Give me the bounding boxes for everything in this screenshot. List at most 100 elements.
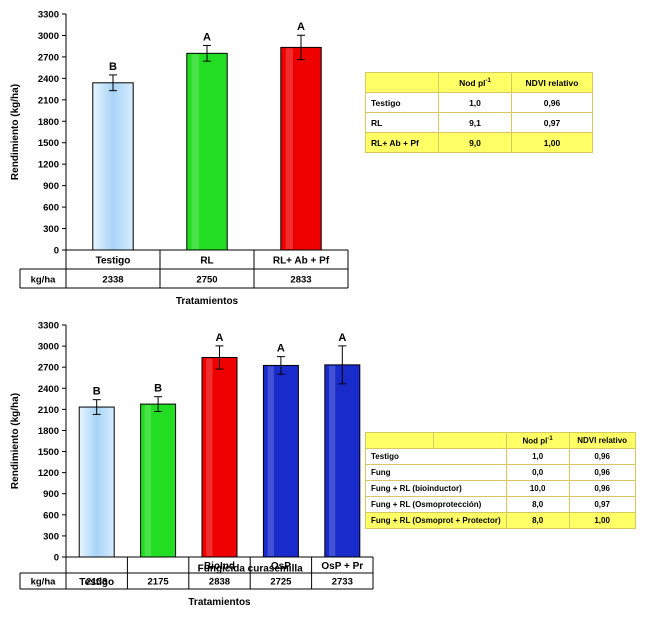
table-header-row: Nod pl-1 NDVI relativo (365, 72, 593, 93)
y-tick-label: 900 (43, 181, 59, 192)
row-value: 2733 (332, 577, 353, 588)
table-header-nod: Nod pl-1 (438, 72, 512, 93)
table-row: Fung 0,0 0,96 (365, 464, 636, 481)
nod-header-sup: -1 (547, 435, 553, 442)
y-tick-label: 1200 (38, 160, 59, 171)
table-header-ndvi: NDVI relativo (511, 72, 593, 93)
x-category-label: Testigo (96, 256, 131, 267)
bar (201, 356, 238, 558)
significance-letter: A (216, 332, 224, 344)
bar-highlight (267, 366, 274, 556)
y-tick-label: 0 (54, 246, 59, 257)
x-category-label: BioInd (204, 561, 235, 572)
row-ndvi: 0,96 (568, 464, 636, 481)
bar (140, 403, 177, 558)
nodulation-table-top: Nod pl-1 NDVI relativo Testigo 1,0 0,96 … (365, 72, 593, 153)
table-header-blank-2 (432, 432, 507, 449)
significance-letter: B (93, 386, 101, 398)
row-ndvi: 1,00 (511, 132, 593, 153)
table-row: Fung + RL (Osmoprotección) 8,0 0,97 (365, 496, 636, 513)
y-tick-label: 3000 (38, 342, 59, 353)
table-row: RL 9,1 0,97 (365, 112, 593, 133)
row-ndvi: 0,97 (568, 496, 636, 513)
table-row: RL+ Ab + Pf 9,0 1,00 (365, 132, 593, 153)
row-ndvi: 0,97 (511, 112, 593, 133)
row-name: Testigo (365, 448, 507, 465)
row-nod: 8,0 (505, 496, 570, 513)
y-tick-label: 3000 (38, 31, 59, 42)
row-name: Fung + RL (Osmoprot + Protector) (365, 512, 507, 529)
row-name: Fung (365, 464, 507, 481)
nod-header-text: Nod pl (522, 436, 548, 446)
table-row: Testigo 1,0 0,96 (365, 92, 593, 113)
row-nod: 9,1 (438, 112, 512, 133)
row-ndvi: 0,96 (511, 92, 593, 113)
y-tick-label: 2400 (38, 74, 59, 85)
row-name: Fung + RL (bioinductor) (365, 480, 507, 497)
row-ndvi: 0,96 (568, 480, 636, 497)
nod-header-text: Nod pl (459, 77, 486, 88)
y-tick-label: 1800 (38, 117, 59, 128)
bar (186, 52, 228, 251)
y-tick-label: 2100 (38, 95, 59, 106)
row-value: 2175 (148, 577, 170, 588)
x-axis-title: Tratamientos (176, 296, 239, 307)
y-tick-label: 1500 (38, 138, 59, 149)
y-tick-label: 0 (54, 553, 59, 564)
bar (78, 406, 115, 558)
significance-letter: A (203, 31, 211, 43)
row-name: RL (365, 112, 439, 133)
row-value: 2725 (270, 577, 292, 588)
nod-header-sup: -1 (485, 77, 491, 84)
table-header-blank (365, 432, 434, 449)
bar-highlight (285, 48, 293, 249)
row-nod: 1,0 (505, 448, 570, 465)
y-tick-label: 2700 (38, 52, 59, 63)
y-tick-label: 3300 (38, 321, 59, 332)
y-tick-label: 900 (43, 489, 59, 500)
x-category-label: OsP + Pr (321, 561, 363, 572)
bar (262, 364, 299, 558)
row-value: 2750 (196, 275, 217, 286)
row-value: 2338 (102, 275, 123, 286)
significance-letter: B (154, 383, 162, 395)
bar-highlight (144, 405, 152, 556)
row-header-label: kg/ha (31, 577, 57, 588)
y-tick-label: 3300 (38, 10, 59, 21)
y-tick-label: 2100 (38, 405, 59, 416)
y-tick-label: 1800 (38, 426, 59, 437)
row-ndvi: 0,96 (568, 448, 636, 465)
row-nod: 9,0 (438, 132, 512, 153)
row-name: Testigo (365, 92, 439, 113)
table-header-nod: Nod pl-1 (505, 432, 570, 449)
bar (324, 364, 361, 558)
row-ndvi: 1,00 (568, 512, 636, 529)
y-tick-label: 600 (43, 203, 59, 214)
row-value: 2838 (209, 577, 230, 588)
row-value: 2833 (290, 275, 311, 286)
significance-letter: A (338, 332, 346, 344)
nodulation-table-bottom: Nod pl-1 NDVI relativo Testigo 1,0 0,96 … (365, 432, 636, 529)
table-row: Fung + RL (Osmoprot + Protector) 8,0 1,0… (365, 512, 636, 529)
row-name: Fung + RL (Osmoprotección) (365, 496, 507, 513)
table-header-ndvi: NDVI relativo (568, 432, 636, 449)
y-axis-title: Rendimiento (kg/ha) (10, 393, 21, 489)
group-label: Fungicida curasemilla (198, 563, 303, 574)
y-tick-label: 1200 (38, 468, 59, 479)
y-tick-label: 1500 (38, 447, 59, 458)
row-nod: 1,0 (438, 92, 512, 113)
significance-letter: A (297, 21, 305, 33)
chart-top: 0 300 600 900 1200 1500 1800 2100 2400 2700 3000 33… (10, 10, 349, 307)
table-header-row: Nod pl-1 NDVI relativo (365, 432, 636, 449)
y-tick-label: 2700 (38, 363, 59, 374)
row-nod: 10,0 (505, 480, 570, 497)
table-row: Fung + RL (bioinductor) 10,0 0,96 (365, 480, 636, 497)
table-row: Testigo 1,0 0,96 (365, 448, 636, 465)
x-axis-title: Tratamientos (188, 597, 251, 608)
y-tick-label: 600 (43, 510, 59, 521)
x-category-label: RL+ Ab + Pf (273, 256, 330, 267)
row-nod: 0,0 (505, 464, 570, 481)
y-tick-label: 300 (43, 224, 59, 235)
bar-highlight (191, 54, 199, 250)
